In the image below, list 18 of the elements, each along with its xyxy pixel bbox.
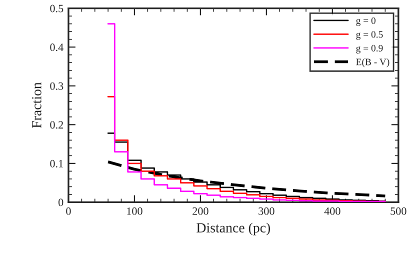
y-tick-label: 0.2 bbox=[50, 121, 63, 129]
x-tick-label: 200 bbox=[192, 207, 208, 215]
y-tick-label: 0 bbox=[58, 198, 64, 206]
y-tick-label: 0.3 bbox=[50, 82, 64, 90]
x-tick-label: 0 bbox=[66, 207, 71, 215]
legend-label: E(B - V) bbox=[356, 58, 390, 68]
x-tick-label: 300 bbox=[258, 207, 274, 215]
legend-label: g = 0.9 bbox=[356, 44, 383, 54]
x-tick-label: 400 bbox=[324, 207, 340, 215]
x-axis-title: Distance (pc) bbox=[196, 222, 270, 236]
y-axis-title: Fraction bbox=[32, 82, 42, 128]
legend-label: g = 0.5 bbox=[356, 31, 383, 40]
y-tick-label: 0.4 bbox=[50, 44, 64, 52]
x-tick-label: 500 bbox=[390, 207, 406, 215]
y-tick-label: 0.1 bbox=[50, 160, 63, 168]
legend-label: g = 0 bbox=[356, 17, 376, 26]
y-tick-label: 0.5 bbox=[50, 4, 64, 12]
x-tick-label: 100 bbox=[127, 207, 142, 215]
